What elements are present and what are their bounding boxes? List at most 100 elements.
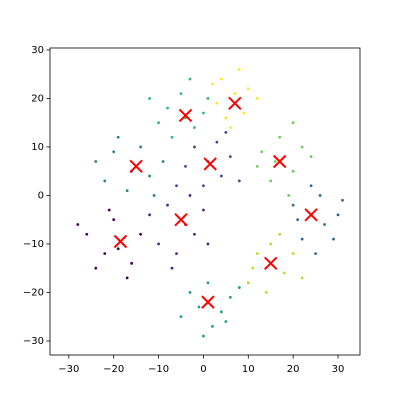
centroid-marker [228, 96, 242, 110]
x-tick-label: −20 [103, 364, 124, 375]
point [206, 242, 210, 246]
point [148, 213, 151, 217]
point [255, 164, 259, 168]
point [228, 295, 232, 299]
centroid-marker [272, 154, 287, 169]
point [219, 174, 223, 178]
point [188, 194, 192, 197]
point [184, 164, 187, 168]
point [300, 276, 304, 280]
point [246, 87, 250, 91]
point [215, 101, 219, 105]
centroid-marker [203, 157, 217, 171]
point [296, 218, 300, 222]
point [269, 179, 273, 183]
point [269, 242, 273, 246]
point [264, 291, 268, 294]
point [260, 150, 264, 154]
point [314, 252, 317, 256]
point [255, 97, 259, 100]
point [139, 232, 143, 236]
point [224, 130, 228, 134]
point [300, 237, 304, 241]
point [94, 266, 98, 270]
point [170, 135, 174, 139]
y-tick-label: 30 [31, 45, 44, 56]
point [125, 189, 129, 192]
y-tick-label: −30 [23, 336, 44, 347]
point [224, 116, 228, 120]
point [206, 97, 210, 100]
y-tick-label: 0 [38, 190, 44, 201]
point [224, 320, 228, 323]
point [148, 97, 151, 100]
point [202, 184, 205, 188]
point [237, 179, 241, 183]
centroid-marker [174, 212, 188, 227]
plot-frame [49, 47, 361, 356]
point [291, 203, 295, 207]
point [112, 150, 116, 154]
point [202, 334, 205, 338]
point [219, 77, 223, 81]
centroid-marker [113, 234, 128, 249]
point [116, 247, 120, 251]
point [188, 77, 192, 81]
point [107, 208, 111, 212]
point [211, 82, 214, 86]
point [219, 310, 223, 314]
point [170, 266, 174, 270]
y-tick-label: 20 [31, 93, 44, 104]
point [233, 92, 237, 95]
centroid-marker [129, 159, 143, 174]
point [166, 203, 169, 207]
point [300, 145, 304, 149]
point [287, 194, 291, 197]
point [291, 121, 295, 125]
point [228, 126, 232, 129]
point [197, 305, 201, 309]
point [175, 184, 178, 188]
point [179, 315, 183, 319]
point [148, 174, 151, 178]
x-tick-label: 0 [200, 364, 206, 375]
x-tick-label: −10 [148, 364, 169, 375]
point [175, 252, 178, 256]
point [278, 232, 282, 236]
point [130, 261, 134, 265]
centroid-marker [264, 256, 278, 271]
point [336, 213, 340, 217]
point [85, 232, 89, 236]
point [116, 135, 120, 139]
x-tick-label: 10 [242, 364, 255, 375]
point [318, 194, 322, 197]
point [215, 140, 219, 144]
point [341, 198, 344, 202]
centroid-marker [201, 295, 215, 309]
point [188, 291, 192, 294]
point [278, 135, 282, 139]
point [291, 252, 295, 256]
point [202, 208, 205, 212]
y-tick-label: 10 [31, 142, 44, 153]
point [282, 271, 286, 275]
x-tick-label: 20 [287, 364, 300, 375]
x-tick-label: 30 [332, 364, 345, 375]
point [193, 232, 196, 236]
point [103, 252, 107, 256]
centroid-marker [304, 208, 318, 222]
point [246, 281, 250, 285]
x-tick-label: −30 [58, 364, 79, 375]
point [228, 155, 232, 159]
point [139, 145, 143, 149]
point [211, 324, 214, 328]
point [323, 223, 326, 226]
point [161, 160, 165, 163]
point [76, 223, 80, 226]
point [125, 276, 129, 280]
point [291, 169, 295, 173]
point [112, 218, 116, 222]
point [179, 92, 183, 95]
